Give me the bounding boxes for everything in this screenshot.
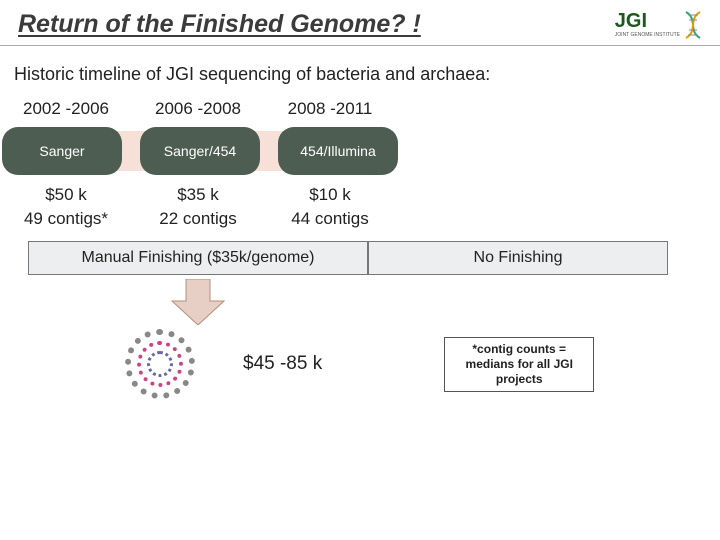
no-finishing-box: No Finishing <box>368 241 668 275</box>
year-cell: 2008 -2011 <box>264 99 396 119</box>
genome-circle-icon <box>125 329 195 399</box>
cost-cell: $35 k <box>132 185 264 205</box>
tech-row: Sanger Sanger/454 454/Illumina <box>0 127 405 175</box>
manual-finishing-box: Manual Finishing ($35k/genome) <box>28 241 368 275</box>
arrow-shape <box>172 279 224 325</box>
dna-helix-icon <box>684 11 702 39</box>
contig-cell: 44 contigs <box>264 209 396 229</box>
logo-text: JGI <box>615 10 680 33</box>
year-cell: 2002 -2006 <box>0 99 132 119</box>
subtitle: Historic timeline of JGI sequencing of b… <box>0 46 720 95</box>
tech-pill: 454/Illumina <box>278 127 398 175</box>
contig-cell: 22 contigs <box>132 209 264 229</box>
tech-pill: Sanger <box>2 127 122 175</box>
contigs-row: 49 contigs* 22 contigs 44 contigs <box>0 205 720 229</box>
page-title: Return of the Finished Genome? ! <box>18 10 421 39</box>
down-arrow-icon <box>168 279 228 325</box>
result-row: $45 -85 k *contig counts = medians for a… <box>30 329 720 399</box>
tech-pill: Sanger/454 <box>140 127 260 175</box>
cost-cell: $10 k <box>264 185 396 205</box>
years-row: 2002 -2006 2006 -2008 2008 -2011 <box>0 99 720 125</box>
footnote: *contig counts = medians for all JGI pro… <box>444 337 594 392</box>
cost-row: $50 k $35 k $10 k <box>0 181 720 205</box>
finishing-row: Manual Finishing ($35k/genome) No Finish… <box>28 241 720 275</box>
timeline: 2002 -2006 2006 -2008 2008 -2011 Sanger … <box>0 95 720 229</box>
jgi-logo: JGI JOINT GENOME INSTITUTE <box>615 10 702 39</box>
contig-cell: 49 contigs* <box>0 209 132 229</box>
year-cell: 2006 -2008 <box>132 99 264 119</box>
cost-cell: $50 k <box>0 185 132 205</box>
total-cost: $45 -85 k <box>243 353 322 375</box>
logo-subtext: JOINT GENOME INSTITUTE <box>615 33 680 39</box>
